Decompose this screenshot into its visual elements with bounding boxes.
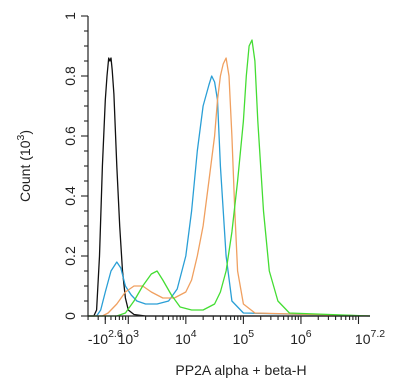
y-tick-label: 0.4 (62, 186, 78, 206)
x-tick-label: 107.2 (355, 328, 385, 347)
series-line-2 (88, 75, 371, 317)
x-tick-base: -10 (88, 331, 108, 347)
x-tick-label: 106 (290, 328, 312, 347)
x-axis-title: PP2A alpha + beta-H (175, 362, 306, 378)
plot-area (88, 39, 371, 317)
x-tick-exponent: 5 (248, 328, 254, 340)
x-tick-label: 104 (175, 328, 197, 347)
y-tick-label: 1 (62, 12, 78, 20)
y-title-exponent: 3 (15, 135, 27, 141)
y-tick-label: 0 (62, 312, 78, 320)
x-tick-base: 10 (355, 331, 371, 347)
x-tick-exponent: 3 (133, 328, 139, 340)
series-line-1 (88, 57, 370, 317)
x-tick-base: 10 (290, 331, 306, 347)
series-line-4 (88, 39, 371, 317)
y-axis: 0 0.2 0.4 0.6 0.8 1 (62, 12, 89, 320)
x-tick-base: 10 (118, 331, 134, 347)
y-title-text: Count (10 (17, 140, 33, 202)
series-line-3 (88, 57, 371, 317)
x-tick-label: 105 (233, 328, 255, 347)
x-tick-exponent: 7.2 (370, 328, 385, 340)
y-axis-title: Count (103) (15, 130, 33, 202)
x-tick-exponent: 4 (191, 328, 197, 340)
x-tick-exponent: 2.6 (108, 328, 123, 340)
x-tick-base: 10 (175, 331, 191, 347)
y-tick-label: 0.2 (62, 246, 78, 266)
y-tick-label: 0.6 (62, 126, 78, 146)
x-tick-label: 103 (118, 328, 140, 347)
x-tick-exponent: 6 (306, 328, 312, 340)
y-title-close: ) (17, 130, 33, 135)
x-tick-label: -102.6 (88, 328, 123, 347)
y-tick-label: 0.8 (62, 66, 78, 86)
x-tick-base: 10 (233, 331, 249, 347)
